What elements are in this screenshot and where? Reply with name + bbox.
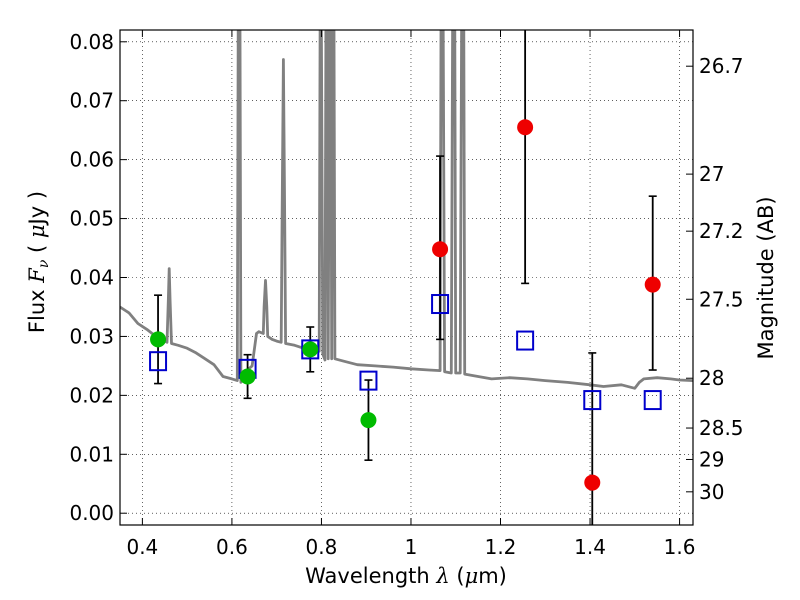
data-point bbox=[239, 368, 256, 385]
y-tick-label: 0.02 bbox=[69, 383, 114, 407]
y-tick-label: 0.06 bbox=[69, 148, 114, 172]
data-point bbox=[432, 241, 449, 258]
data-point bbox=[360, 412, 377, 429]
y-tick-label: 0.00 bbox=[69, 501, 114, 525]
magnitude-tick-label: 26.7 bbox=[699, 54, 744, 78]
magnitude-axis-ticks: 26.7 27 27.2 27.5 28 28.5 29 30 bbox=[686, 54, 744, 504]
plot-frame bbox=[119, 29, 694, 526]
model-photometry-square bbox=[359, 370, 378, 391]
data-point bbox=[517, 119, 534, 136]
y-tick-label: 0.03 bbox=[69, 324, 114, 348]
y-tick-label: 0.01 bbox=[69, 442, 114, 466]
y-tick-label: 0.05 bbox=[69, 207, 114, 231]
y-tick-label: 0.04 bbox=[69, 266, 114, 290]
model-photometry-squares bbox=[149, 294, 662, 411]
x-tick-label: 1 bbox=[405, 535, 418, 559]
grid bbox=[120, 30, 693, 525]
magnitude-tick-label: 27.2 bbox=[699, 219, 744, 243]
model-spectrum-line bbox=[120, 30, 693, 390]
magnitude-tick-label: 29 bbox=[699, 447, 724, 471]
x-tick-label: 1.6 bbox=[664, 535, 696, 559]
model-photometry-square bbox=[516, 330, 535, 351]
data-point bbox=[150, 331, 167, 348]
magnitude-axis-label: Magnitude (AB) bbox=[754, 196, 778, 359]
x-tick-label: 1.4 bbox=[574, 535, 606, 559]
model-photometry-square bbox=[149, 351, 168, 372]
model-spectrum bbox=[120, 30, 693, 390]
magnitude-tick-label: 28 bbox=[699, 366, 724, 390]
y-axis-label: Flux Fν ( μJy ) bbox=[25, 191, 52, 333]
x-tick-label: 0.8 bbox=[306, 535, 338, 559]
x-tick-label: 1.2 bbox=[485, 535, 517, 559]
magnitude-tick-label: 27 bbox=[699, 162, 724, 186]
magnitude-tick-label: 28.5 bbox=[699, 416, 744, 440]
x-tick-label: 0.6 bbox=[216, 535, 248, 559]
model-photometry-square bbox=[643, 390, 662, 411]
y-tick-label: 0.07 bbox=[69, 89, 114, 113]
magnitude-tick-label: 27.5 bbox=[699, 287, 744, 311]
observed-points bbox=[150, 119, 661, 491]
x-tick-label: 0.4 bbox=[126, 535, 158, 559]
magnitude-tick-label: 30 bbox=[699, 480, 724, 504]
data-point bbox=[584, 474, 601, 491]
y-axis-ticks: 0.00 0.01 0.02 0.03 0.04 0.05 0.06 0.07 0.08 bbox=[69, 30, 127, 525]
x-axis-label: Wavelength λ (μm) bbox=[305, 564, 507, 588]
y-tick-label: 0.08 bbox=[69, 30, 114, 54]
x-axis-ticks: 0.4 0.6 0.8 1 1.2 1.4 1.6 bbox=[126, 30, 695, 559]
data-point bbox=[302, 341, 319, 358]
model-photometry-square bbox=[583, 390, 602, 411]
data-point bbox=[644, 276, 661, 293]
model-photometry-square bbox=[431, 294, 450, 315]
errorbars bbox=[154, 30, 657, 525]
